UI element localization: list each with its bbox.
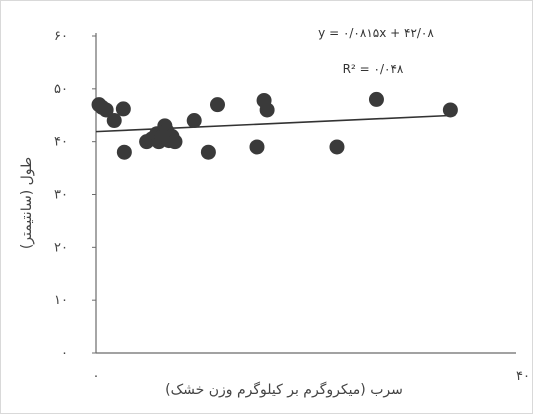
data-points [91, 91, 458, 160]
r-squared-label: R² = ۰/۰۴۸ [343, 62, 404, 76]
data-point [186, 113, 202, 129]
y-tick-label: ۲۰ [54, 240, 68, 255]
data-point [167, 134, 183, 150]
y-tick-label: ۳۰ [54, 188, 68, 203]
x-ticks: ۰ ۴۰ [93, 369, 530, 384]
trendline-equation: y = ۰/۰۸۱۵x + ۴۲/۰۸ [318, 26, 434, 40]
data-point [200, 144, 216, 160]
x-tick-label: ۴۰ [516, 369, 530, 384]
data-point [329, 139, 345, 155]
y-tick-label: ۴۰ [54, 135, 68, 150]
trendline-group [95, 114, 456, 133]
y-axis-title: طول (سانتیمتر) [19, 157, 35, 249]
x-axis-title: سرب (میکروگرم بر کیلوگرم وزن خشک) [165, 381, 403, 398]
data-point [98, 102, 114, 118]
y-tick-label: ۶۰ [54, 29, 68, 44]
data-point [106, 113, 122, 129]
y-ticks: ۰ ۱۰ ۲۰ ۳۰ ۴۰ ۵۰ ۶۰ [54, 29, 96, 361]
data-point [442, 102, 458, 118]
y-tick-label: ۵۰ [54, 82, 68, 97]
data-point [116, 144, 132, 160]
data-point [249, 139, 265, 155]
data-point [259, 102, 275, 118]
axes [95, 33, 516, 354]
data-point [368, 91, 384, 107]
y-tick-label: ۰ [61, 346, 68, 361]
data-point [210, 97, 225, 113]
data-point [115, 101, 131, 117]
trendline [95, 114, 456, 133]
y-tick-label: ۱۰ [54, 293, 68, 308]
x-tick-label: ۰ [93, 369, 100, 384]
